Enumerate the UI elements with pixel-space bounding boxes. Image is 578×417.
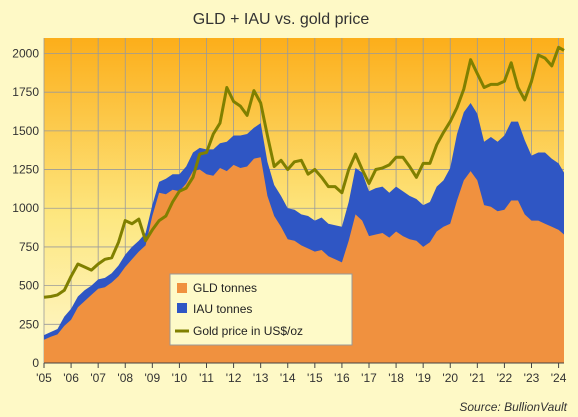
x-tick-label: '09 bbox=[145, 371, 161, 385]
legend-label-gold-price: Gold price in US$/oz bbox=[193, 324, 303, 338]
y-tick-label: 750 bbox=[19, 240, 39, 254]
x-tick-label: '24 bbox=[551, 371, 567, 385]
x-tick-label: '15 bbox=[307, 371, 323, 385]
legend: GLD tonnes IAU tonnes Gold price in US$/… bbox=[169, 273, 353, 346]
y-tick-label: 2000 bbox=[12, 46, 39, 60]
x-tick-label: '18 bbox=[388, 371, 404, 385]
legend-box bbox=[169, 273, 353, 346]
x-tick-label: '23 bbox=[524, 371, 540, 385]
y-tick-label: 0 bbox=[32, 356, 39, 370]
legend-label-gld: GLD tonnes bbox=[193, 281, 257, 295]
y-axis: 0 250 500 750 1000 1250 1500 1750 2000 bbox=[12, 46, 39, 370]
x-tick-label: '05 bbox=[36, 371, 52, 385]
y-tick-label: 1750 bbox=[12, 85, 39, 99]
x-tick-label: '08 bbox=[117, 371, 133, 385]
source-note: Source: BullionVault bbox=[459, 400, 567, 414]
x-tick-label: '19 bbox=[415, 371, 431, 385]
x-tick-label: '22 bbox=[497, 371, 513, 385]
legend-swatch-iau bbox=[177, 303, 187, 313]
x-tick-label: '11 bbox=[199, 371, 214, 385]
x-tick-label: '21 bbox=[470, 371, 486, 385]
x-tick-label: '12 bbox=[226, 371, 242, 385]
legend-swatch-gld bbox=[177, 283, 187, 293]
x-tick-label: '17 bbox=[361, 371, 377, 385]
y-tick-label: 1000 bbox=[12, 201, 39, 215]
x-tick-label: '06 bbox=[63, 371, 79, 385]
x-tick-label: '10 bbox=[172, 371, 188, 385]
y-tick-label: 250 bbox=[19, 317, 39, 331]
x-tick-label: '07 bbox=[90, 371, 106, 385]
x-tick-label: '14 bbox=[280, 371, 296, 385]
gold-price-line bbox=[43, 45, 565, 299]
line-series bbox=[43, 45, 565, 299]
legend-label-iau: IAU tonnes bbox=[193, 302, 252, 316]
y-tick-label: 500 bbox=[19, 279, 39, 293]
x-tick-label: '16 bbox=[334, 371, 350, 385]
x-tick-label: '20 bbox=[442, 371, 458, 385]
chart-title: GLD + IAU vs. gold price bbox=[193, 11, 370, 28]
y-tick-label: 1500 bbox=[12, 124, 39, 138]
y-tick-label: 1250 bbox=[12, 163, 39, 177]
x-axis: '05 '06 '07 '08 '09 '10 '11 '12 '13 '14 '15 '16 '17 '… bbox=[36, 363, 567, 385]
x-tick-label: '13 bbox=[253, 371, 269, 385]
